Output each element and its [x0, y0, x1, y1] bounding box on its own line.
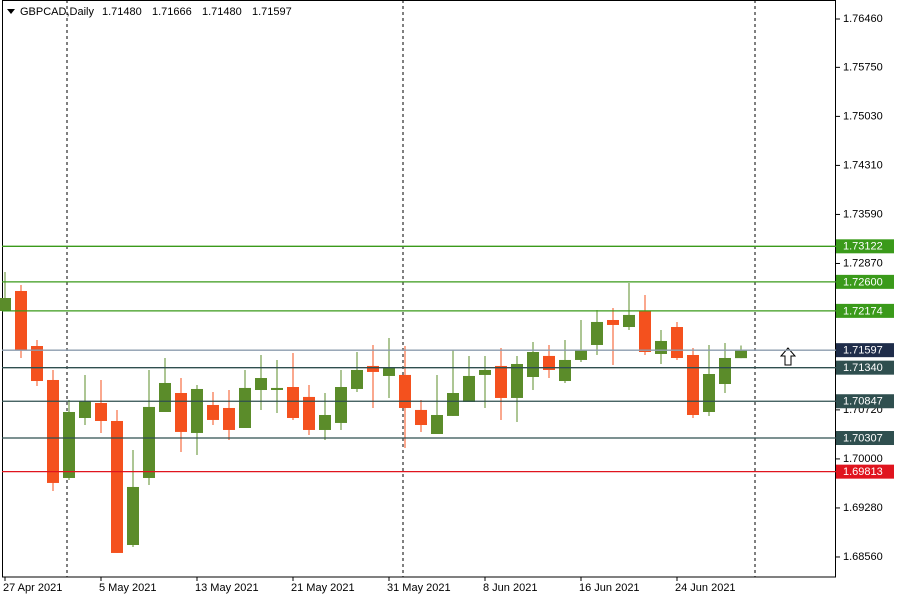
- x-tick-label: 16 Jun 2021: [579, 582, 640, 594]
- candle-body: [607, 319, 619, 325]
- candle-body: [143, 406, 155, 478]
- candle-body: [335, 387, 347, 423]
- candle-body: [623, 314, 635, 328]
- arrow-icon: [779, 347, 797, 366]
- candle-body: [319, 414, 331, 430]
- candle-body: [255, 378, 267, 391]
- level-label: 1.71597: [843, 345, 883, 357]
- x-tick-label: 8 Jun 2021: [483, 582, 537, 594]
- candle-body: [543, 355, 555, 370]
- level-label-box: [836, 343, 894, 358]
- candle-body: [111, 420, 123, 553]
- x-tick-label: 31 May 2021: [387, 582, 451, 594]
- candle-body: [303, 396, 315, 430]
- level-label-box: [836, 303, 894, 318]
- level-label: 1.69813: [843, 466, 883, 478]
- candle-body: [175, 392, 187, 432]
- ohlc-close: 1.71597: [252, 6, 292, 18]
- candle-body: [223, 407, 235, 430]
- candle-body: [479, 369, 491, 375]
- candle-body: [0, 297, 11, 312]
- candle-body: [239, 387, 251, 429]
- x-tick-label: 5 May 2021: [99, 582, 156, 594]
- x-tick-label: 27 Apr 2021: [3, 582, 62, 594]
- candle-body: [47, 379, 59, 483]
- ohlc-low: 1.71480: [202, 6, 242, 18]
- level-label: 1.71340: [843, 362, 883, 374]
- candle-body: [399, 374, 411, 408]
- candle-body: [415, 409, 427, 426]
- candle-body: [559, 359, 571, 382]
- candle-body: [447, 392, 459, 416]
- x-tick-label: 13 May 2021: [195, 582, 259, 594]
- y-tick-label: 1.72870: [843, 257, 883, 269]
- candle-body: [527, 352, 539, 377]
- ohlc-high: 1.71666: [152, 6, 192, 18]
- candle-body: [495, 365, 507, 398]
- candle-body: [287, 387, 299, 418]
- level-label-box: [836, 394, 894, 409]
- candle-body: [511, 363, 523, 398]
- x-tick-label: 21 May 2021: [291, 582, 355, 594]
- candle-body: [463, 375, 475, 402]
- level-label-box: [836, 239, 894, 254]
- y-tick-label: 1.68560: [843, 551, 883, 563]
- y-tick-label: 1.73590: [843, 208, 883, 220]
- level-label: 1.70307: [843, 432, 883, 444]
- candle-body: [159, 382, 171, 412]
- candle-body: [383, 368, 395, 376]
- candle-body: [687, 354, 699, 415]
- candle-body: [735, 350, 747, 359]
- candle-body: [207, 404, 219, 420]
- level-label: 1.73122: [843, 241, 883, 253]
- candle-body: [719, 357, 731, 385]
- level-label-box: [836, 464, 894, 479]
- candle-body: [127, 486, 139, 545]
- y-tick-label: 1.69280: [843, 502, 883, 514]
- candle-body: [591, 321, 603, 345]
- ohlc-open: 1.71480: [102, 6, 142, 18]
- candle-body: [79, 400, 91, 418]
- candle-body: [431, 414, 443, 434]
- level-label: 1.72600: [843, 276, 883, 288]
- candle-body: [191, 388, 203, 433]
- y-tick-label: 1.75750: [843, 61, 883, 73]
- chart-title: GBPCAD,Daily: [20, 6, 94, 18]
- candle-body: [15, 290, 27, 350]
- candle-body: [655, 340, 667, 354]
- y-tick-label: 1.74310: [843, 159, 883, 171]
- level-label-box: [836, 274, 894, 289]
- candle-body: [95, 403, 107, 421]
- level-label-box: [836, 431, 894, 446]
- candle-body: [31, 346, 43, 382]
- candle-body: [703, 373, 715, 412]
- x-tick-label: 24 Jun 2021: [675, 582, 736, 594]
- level-label-box: [836, 360, 894, 375]
- candle-body: [639, 311, 651, 353]
- level-label: 1.72174: [843, 305, 883, 317]
- candle-body: [367, 365, 379, 372]
- plot-frame: [2, 0, 836, 578]
- candle-body: [63, 411, 75, 478]
- menu-arrow[interactable]: [7, 9, 15, 14]
- y-tick-label: 1.76460: [843, 13, 883, 25]
- level-label: 1.70847: [843, 396, 883, 408]
- candle-body: [351, 369, 363, 389]
- y-tick-label: 1.70000: [843, 453, 883, 465]
- candle-body: [271, 387, 283, 391]
- candle-body: [575, 349, 587, 360]
- candle-body: [671, 327, 683, 358]
- y-tick-label: 1.75030: [843, 110, 883, 122]
